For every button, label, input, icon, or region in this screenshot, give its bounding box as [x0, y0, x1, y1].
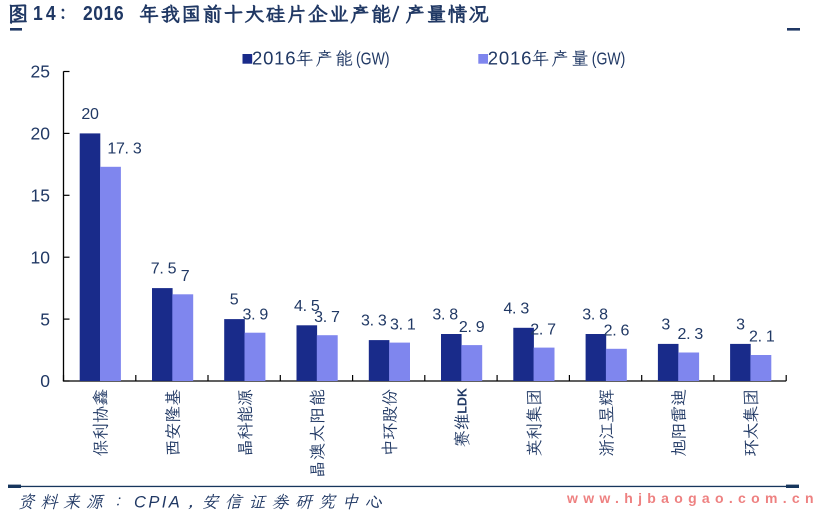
svg-text:5: 5: [230, 292, 239, 309]
svg-text:5: 5: [40, 309, 50, 329]
svg-text:CPIA: CPIA: [134, 494, 182, 512]
svg-text:2. 3: 2. 3: [678, 326, 704, 343]
svg-text:25: 25: [31, 62, 50, 82]
svg-text:2016: 2016: [252, 48, 296, 69]
svg-text:14: 14: [33, 2, 59, 24]
svg-text:2. 7: 2. 7: [530, 321, 556, 338]
svg-text:4. 5: 4. 5: [294, 298, 320, 315]
svg-text:3. 8: 3. 8: [582, 307, 608, 324]
svg-text:17. 3: 17. 3: [107, 141, 141, 158]
svg-text:2. 1: 2. 1: [749, 329, 775, 346]
svg-text:10: 10: [31, 247, 51, 267]
svg-text:7. 5: 7. 5: [151, 261, 177, 278]
svg-text:0: 0: [40, 371, 50, 391]
svg-text:2016: 2016: [488, 48, 532, 69]
svg-text:20: 20: [31, 124, 51, 144]
svg-text:(GW): (GW): [592, 49, 626, 69]
svg-text:20: 20: [81, 106, 99, 123]
svg-text:2. 6: 2. 6: [604, 323, 630, 340]
svg-text:www.hjbaogao.com.cn: www.hjbaogao.com.cn: [566, 490, 819, 506]
svg-text:7: 7: [181, 268, 190, 285]
svg-text:3. 1: 3. 1: [390, 316, 416, 333]
svg-text:4. 3: 4. 3: [503, 300, 529, 317]
svg-text:15: 15: [31, 186, 50, 206]
svg-text:3. 9: 3. 9: [243, 306, 269, 323]
svg-text:3. 7: 3. 7: [314, 309, 340, 326]
svg-text:2. 9: 2. 9: [459, 319, 485, 336]
svg-text:3. 3: 3. 3: [361, 313, 387, 330]
svg-text:LDK: LDK: [455, 388, 469, 414]
svg-text:2016: 2016: [83, 2, 124, 24]
svg-text:3. 8: 3. 8: [432, 307, 458, 324]
svg-text:3: 3: [661, 316, 670, 333]
svg-text:(GW): (GW): [356, 49, 390, 69]
svg-text:3: 3: [736, 316, 745, 333]
